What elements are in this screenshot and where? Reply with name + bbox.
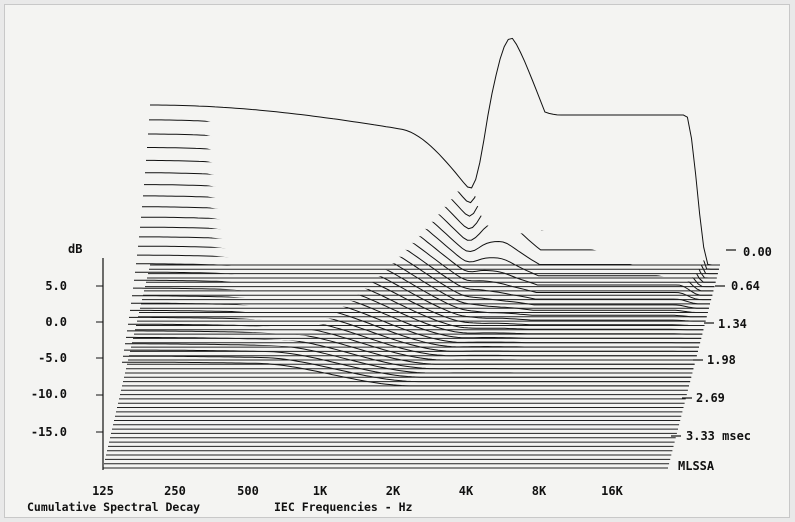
time-tick-label: 0.64 <box>731 279 760 293</box>
y-tick-label: -15.0 <box>31 425 67 439</box>
time-tick-label: 0.00 <box>743 245 772 259</box>
y-tick-label: 5.0 <box>45 279 67 293</box>
time-tick-label: 1.34 <box>718 317 747 331</box>
x-tick-label: 250 <box>164 484 186 498</box>
y-tick-label: -10.0 <box>31 387 67 401</box>
y-tick-label: 0.0 <box>45 315 67 329</box>
chart-caption: Cumulative Spectral Decay <box>27 500 200 514</box>
time-tick-label: 1.98 <box>707 353 736 367</box>
x-tick-label: 8K <box>532 484 547 498</box>
x-axis-label: IEC Frequencies - Hz <box>274 500 413 514</box>
branding-label: MLSSA <box>678 459 715 473</box>
x-tick-label: 500 <box>237 484 259 498</box>
x-tick-label: 1K <box>313 484 328 498</box>
time-tick-label: 3.33 msec <box>686 429 751 443</box>
floor-lines <box>96 249 736 470</box>
time-tick-label: 2.69 <box>696 391 725 405</box>
x-tick-label: 2K <box>386 484 401 498</box>
decay-slice <box>150 37 720 266</box>
y-axis-label: dB <box>68 242 82 256</box>
x-tick-label: 125 <box>92 484 114 498</box>
y-tick-label: -5.0 <box>38 351 67 365</box>
x-tick-label: 16K <box>601 484 623 498</box>
x-tick-label: 4K <box>459 484 474 498</box>
